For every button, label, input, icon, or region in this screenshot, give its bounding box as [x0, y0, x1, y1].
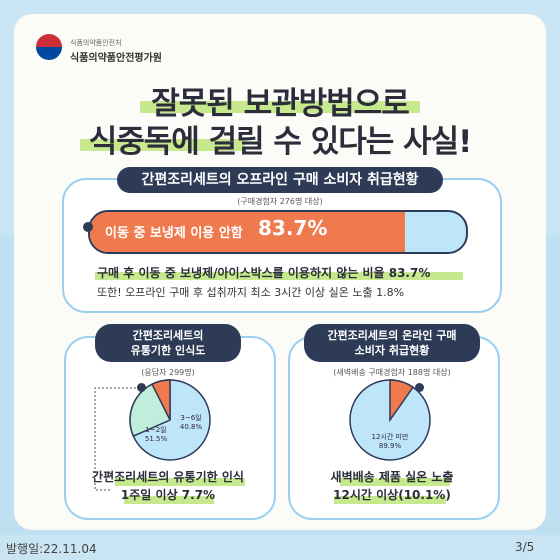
slice-label-3-6-value: 40.8%	[179, 423, 203, 431]
stat-highlight	[95, 272, 463, 280]
expiry-caption-highlight-1	[115, 478, 245, 486]
pie-slice-1-week-plus	[151, 379, 171, 421]
offline-stat-1: 구매 후 이동 중 보냉제/아이스박스를 이용하지 않는 비율 83.7%	[97, 266, 431, 280]
offline-bar-track	[88, 210, 468, 254]
expiry-title-line-2: 유통기한 인식도	[130, 344, 206, 357]
online-title: 간편조리세트의 온라인 구매 소비자 취급현황	[304, 324, 480, 362]
expiry-pie-chart	[129, 379, 211, 461]
expiry-note: (응답자 299명)	[141, 368, 195, 377]
slice-label-1-2-name: 1~2일	[145, 426, 167, 434]
online-caption-2: 12시간 이상(10.1%)	[333, 488, 451, 502]
org-parent-name: 식품의약품안전처	[70, 39, 122, 47]
slice-label-online-value: 89.9%	[378, 442, 402, 450]
slice-label-online: 12시간 미만 89.9%	[362, 432, 418, 450]
offline-note: (구매경험자 276명 대상)	[237, 197, 323, 206]
headline-line-2: 식중독에 걸릴 수 있다는 사실!	[88, 124, 473, 160]
expiry-title-line-1: 간편조리세트의	[132, 329, 204, 342]
online-note: (새벽배송 구매경험자 188명 대상)	[333, 368, 451, 377]
online-title-line-1: 간편조리세트의 온라인 구매	[327, 329, 457, 342]
online-title-line-2: 소비자 취급현황	[354, 344, 430, 357]
headline-highlight-1	[140, 101, 420, 113]
slice-label-3-6-name: 3~6일	[180, 414, 202, 422]
expiry-title: 간편조리세트의 유통기한 인식도	[95, 324, 241, 362]
expiry-caption-highlight-2	[124, 496, 214, 504]
bar-dot-icon	[83, 222, 93, 232]
online-caption-highlight-1	[340, 478, 450, 486]
online-caption-1: 새벽배송 제품 실온 노출	[330, 470, 454, 484]
headline-highlight-2	[80, 139, 245, 151]
online-caption-highlight-2	[334, 496, 446, 504]
offline-bar-value: 83.7%	[258, 216, 328, 240]
offline-title: 간편조리세트의 오프라인 구매 소비자 취급현황	[117, 167, 443, 193]
expiry-caption-2: 1주일 이상 7.7%	[120, 488, 216, 502]
online-pie-chart	[349, 379, 431, 461]
slice-label-3-6: 3~6일 40.8%	[176, 413, 206, 431]
slice-label-1-2: 1~2일 51.5%	[141, 425, 171, 443]
offline-stat-2: 또한! 오프라인 구매 후 섭취까지 최소 3시간 이상 실온 노출 1.8%	[97, 286, 405, 299]
government-emblem-icon	[36, 34, 62, 60]
offline-bar-label: 이동 중 보냉제 이용 안함	[105, 226, 243, 241]
headline-line-1: 잘못된 보관방법으로	[151, 86, 409, 122]
slice-label-1-2-value: 51.5%	[144, 435, 168, 443]
pie-slice-12h-plus	[389, 379, 415, 423]
page-indicator: 3/5	[515, 540, 535, 554]
offline-bar-fill	[90, 212, 405, 252]
slice-label-online-name: 12시간 미만	[371, 433, 409, 441]
org-name: 식품의약품안전평가원	[70, 53, 162, 64]
publish-date: 발행일:22.11.04	[6, 542, 97, 556]
pie-marker-icon	[137, 383, 146, 392]
expiry-caption-1: 간편조리세트의 유통기한 인식	[92, 470, 244, 484]
online-pie-marker-icon	[415, 383, 424, 392]
